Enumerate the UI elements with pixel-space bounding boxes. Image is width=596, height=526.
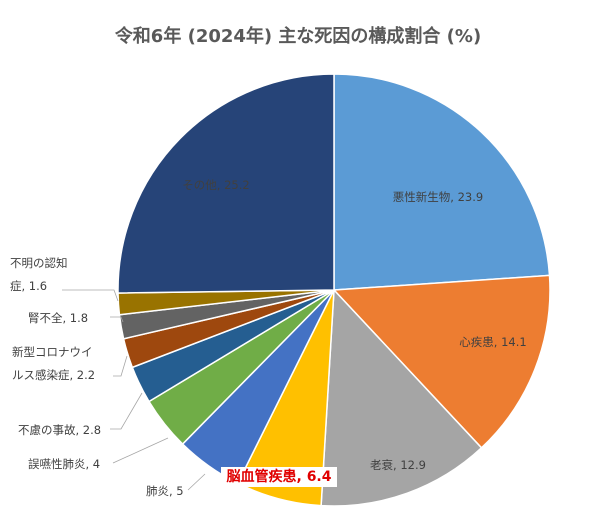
data-label-1: 悪性新生物, 23.9 xyxy=(393,190,483,204)
pie-slice-1 xyxy=(333,73,551,291)
highlight-label-box xyxy=(221,467,337,487)
data-label-5: 肺炎, 5 xyxy=(146,484,184,498)
data-label-4: 脳血管疾患, 6.4 xyxy=(227,468,332,485)
data-label-9: 腎不全, 1.8 xyxy=(28,311,88,325)
leader-line-5 xyxy=(187,473,206,491)
data-label-7: 不慮の事故, 2.8 xyxy=(18,423,101,437)
leader-lines xyxy=(62,289,206,491)
data-label-11: その他, 25.2 xyxy=(182,178,249,192)
data-label-6: 誤嚥性肺炎, 4 xyxy=(28,457,100,471)
data-label-10: 不明の認知症, 1.6 xyxy=(10,256,68,293)
data-label-2: 心疾患, 14.1 xyxy=(459,335,526,349)
pie-slice-11 xyxy=(117,73,335,294)
leader-line-7 xyxy=(110,392,143,430)
pie-slices xyxy=(117,73,551,507)
data-label-3: 老衰, 12.9 xyxy=(370,458,426,472)
chart-title: 令和6年 (2024年) 主な死因の構成割合 (%) xyxy=(114,26,482,47)
leader-line-6 xyxy=(112,437,169,464)
leader-line-8 xyxy=(113,355,128,377)
data-label-8: 新型コロナウイルス感染症, 2.2 xyxy=(12,345,95,382)
pie-slice-3 xyxy=(320,288,483,507)
leader-line-10 xyxy=(62,289,119,302)
slice-labels: 悪性新生物, 23.9 心疾患, 14.1 老衰, 12.9 脳血管疾患, 6.4 肺炎… xyxy=(10,178,527,498)
leader-line-9 xyxy=(110,316,124,323)
pie-slice-2 xyxy=(332,274,551,449)
